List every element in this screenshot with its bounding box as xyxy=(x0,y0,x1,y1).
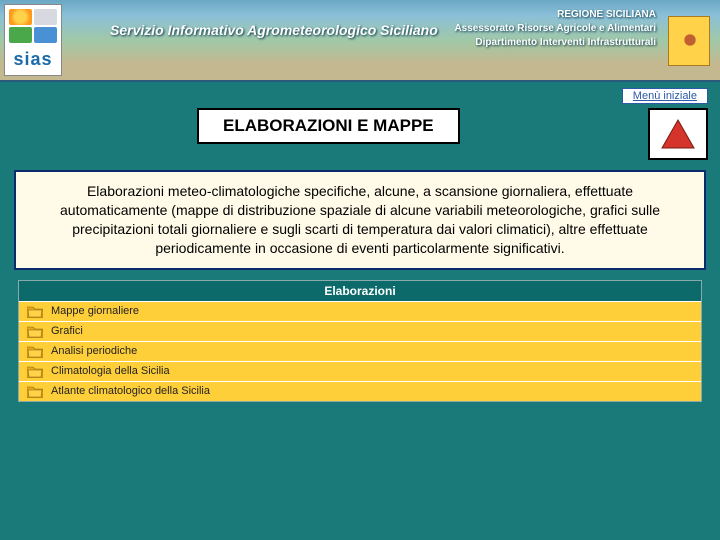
header-banner: sias Servizio Informativo Agrometeorolog… xyxy=(0,0,720,82)
table-row[interactable]: Atlante climatologico della Sicilia xyxy=(19,381,701,401)
sun-icon xyxy=(9,9,32,25)
table-row[interactable]: Mappe giornaliere xyxy=(19,301,701,321)
title-row: ELABORAZIONI E MAPPE xyxy=(0,104,720,168)
top-nav-row: Menù iniziale xyxy=(0,82,720,104)
logo-text: sias xyxy=(5,47,61,70)
table-row-label: Atlante climatologico della Sicilia xyxy=(51,385,210,397)
page-title: ELABORAZIONI E MAPPE xyxy=(197,108,460,144)
region-line2: Assessorato Risorse Agricole e Alimentar… xyxy=(454,22,656,36)
sias-logo: sias xyxy=(4,4,62,76)
table-row[interactable]: Analisi periodiche xyxy=(19,341,701,361)
table-row[interactable]: Grafici xyxy=(19,321,701,341)
initial-menu-link[interactable]: Menù iniziale xyxy=(622,88,708,104)
service-title: Servizio Informativo Agrometeorologico S… xyxy=(110,22,438,38)
region-line3: Dipartimento Interventi Infrastrutturali xyxy=(454,36,656,50)
nav-up-button[interactable] xyxy=(648,108,708,160)
drop-icon xyxy=(34,27,57,43)
table-row-label: Climatologia della Sicilia xyxy=(51,365,170,377)
region-line1: REGIONE SICILIANA xyxy=(454,8,656,22)
table-header: Elaborazioni xyxy=(19,281,701,301)
region-crest-icon xyxy=(668,16,710,66)
cloud-icon xyxy=(34,9,57,25)
elaborazioni-table: Elaborazioni Mappe giornaliere Grafici Ana… xyxy=(18,280,702,402)
table-row-label: Analisi periodiche xyxy=(51,345,137,357)
folder-icon xyxy=(27,345,43,358)
folder-icon xyxy=(27,365,43,378)
folder-icon xyxy=(27,305,43,318)
region-text: REGIONE SICILIANA Assessorato Risorse Ag… xyxy=(454,8,656,50)
leaf-icon xyxy=(9,27,32,43)
folder-icon xyxy=(27,325,43,338)
folder-icon xyxy=(27,385,43,398)
table-row[interactable]: Climatologia della Sicilia xyxy=(19,361,701,381)
description-panel: Elaborazioni meteo-climatologiche specif… xyxy=(14,170,706,270)
table-row-label: Mappe giornaliere xyxy=(51,305,139,317)
triangle-up-icon xyxy=(660,118,696,150)
table-row-label: Grafici xyxy=(51,325,83,337)
